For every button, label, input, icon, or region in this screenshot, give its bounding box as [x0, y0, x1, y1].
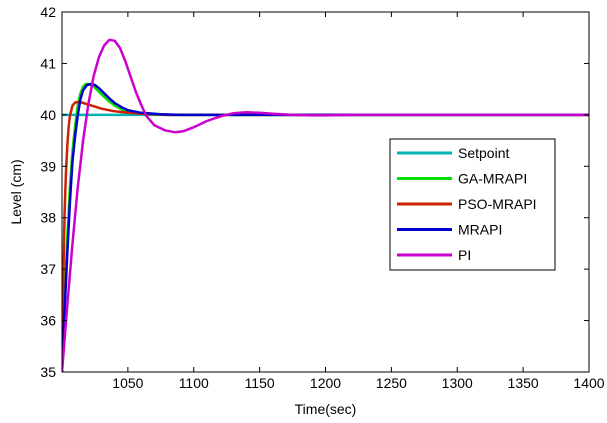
y-tick-label: 41	[40, 55, 56, 71]
x-tick-label: 1250	[376, 375, 407, 391]
legend-label-mrapi: MRAPI	[458, 222, 502, 238]
x-tick-label: 1100	[179, 375, 209, 391]
y-tick-label: 36	[40, 313, 56, 329]
x-tick-label: 1300	[442, 375, 473, 391]
y-tick-label: 40	[40, 107, 56, 123]
x-axis-label: Time(sec)	[295, 401, 357, 417]
x-tick-label: 1400	[573, 375, 604, 391]
y-tick-label: 39	[40, 158, 56, 174]
y-tick-label: 37	[40, 261, 56, 277]
legend-label-setpoint: Setpoint	[458, 145, 509, 161]
legend-label-pso-mrapi: PSO-MRAPI	[458, 196, 537, 212]
series-line-pi	[62, 38, 589, 372]
legend-label-pi: PI	[458, 247, 471, 263]
series-line-pso-mrapi	[62, 100, 589, 372]
x-tick-label: 1200	[310, 375, 341, 391]
y-axis-label: Level (cm)	[8, 159, 24, 224]
series-layer	[62, 38, 589, 372]
x-tick-label: 1350	[508, 375, 539, 391]
x-tick-label: 1050	[112, 375, 143, 391]
ticks-layer: 1050 1100 1150 1200 1250 1300 1350 1400 35 36 37 38…	[40, 4, 604, 391]
y-tick-label: 35	[40, 364, 56, 380]
legend-label-ga-mrapi: GA-MRAPI	[458, 171, 527, 187]
x-tick-label: 1150	[245, 375, 275, 391]
legend: Setpoint GA-MRAPI PSO-MRAPI MRAPI PI	[389, 138, 556, 271]
y-tick-label: 38	[40, 210, 56, 226]
y-tick-label: 42	[40, 4, 56, 20]
